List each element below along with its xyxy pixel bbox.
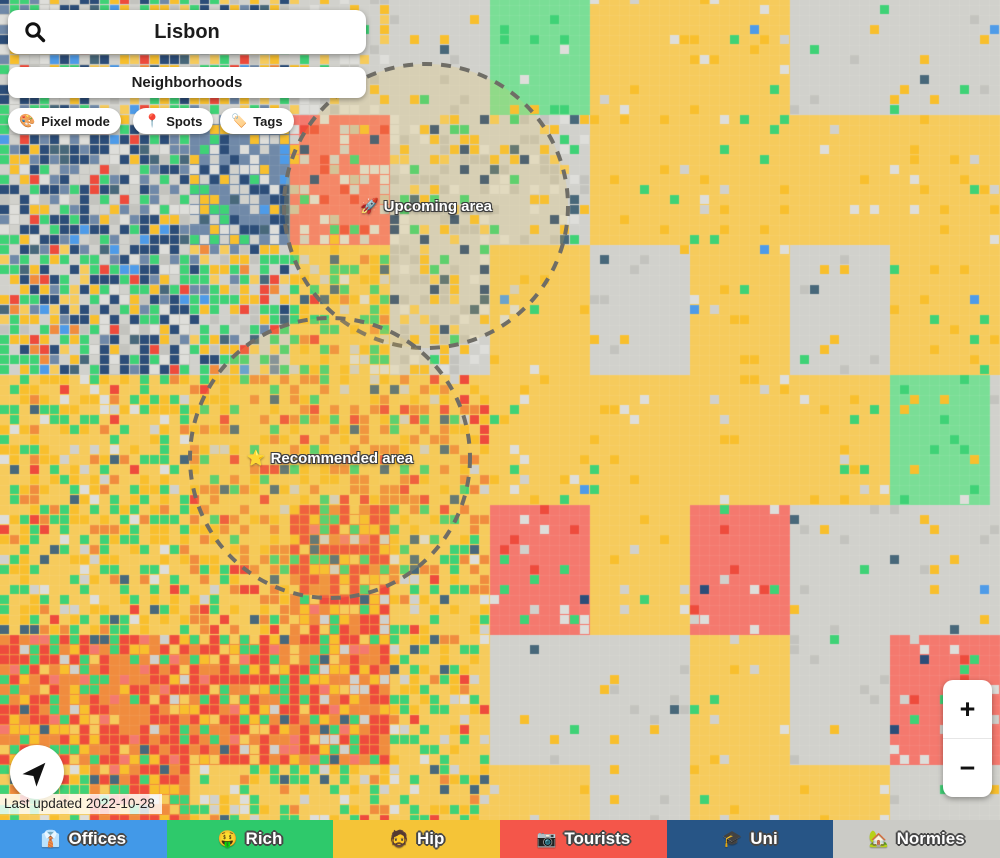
legend-bar: 👔 Offices 🤑 Rich 🧔 Hip 📷 Tourists 🎓 Uni … [0,820,1000,858]
necktie-icon: 👔 [40,831,61,848]
spots-toggle[interactable]: 📍 Spots [133,108,214,134]
legend-label-normies: Normies [896,829,965,848]
legend-item-tourists[interactable]: 📷 Tourists [500,820,667,858]
spots-label: Spots [166,113,203,129]
legend-label-offices: Offices [68,829,127,848]
legend-item-rich[interactable]: 🤑 Rich [166,820,334,858]
pixel-mode-toggle[interactable]: 🎨 Pixel mode [8,108,121,134]
house-icon: 🏡 [868,831,889,848]
legend-item-uni[interactable]: 🎓 Uni [666,820,834,858]
legend-item-offices[interactable]: 👔 Offices [0,820,167,858]
zoom-control: + − [943,680,992,797]
legend-label-tourists: Tourists [564,829,631,848]
locate-button[interactable] [10,745,64,799]
camera-icon: 📷 [536,831,557,848]
last-updated-label: Last updated 2022-10-28 [0,794,162,814]
money-face-icon: 🤑 [217,831,238,848]
pixel-mode-label: Pixel mode [41,113,110,129]
legend-item-normies[interactable]: 🏡 Normies [833,820,1000,858]
tag-icon: 🏷️ [231,113,248,128]
search-input[interactable] [8,10,366,54]
legend-label-rich: Rich [245,829,283,848]
search-box [8,10,366,54]
tags-label: Tags [253,113,283,129]
legend-item-hip[interactable]: 🧔 Hip [333,820,501,858]
neighborhoods-button[interactable]: Neighborhoods [8,67,366,98]
palette-icon: 🎨 [19,113,36,128]
pin-icon: 📍 [144,113,161,128]
zoom-out-button[interactable]: − [943,739,992,797]
graduation-cap-icon: 🎓 [722,831,743,848]
legend-label-hip: Hip [416,829,445,848]
beard-person-icon: 🧔 [389,831,409,848]
legend-label-uni: Uni [750,829,778,848]
navigation-arrow-icon [22,762,46,787]
tags-toggle[interactable]: 🏷️ Tags [220,108,294,134]
search-icon [25,22,46,43]
zoom-in-button[interactable]: + [943,680,992,739]
